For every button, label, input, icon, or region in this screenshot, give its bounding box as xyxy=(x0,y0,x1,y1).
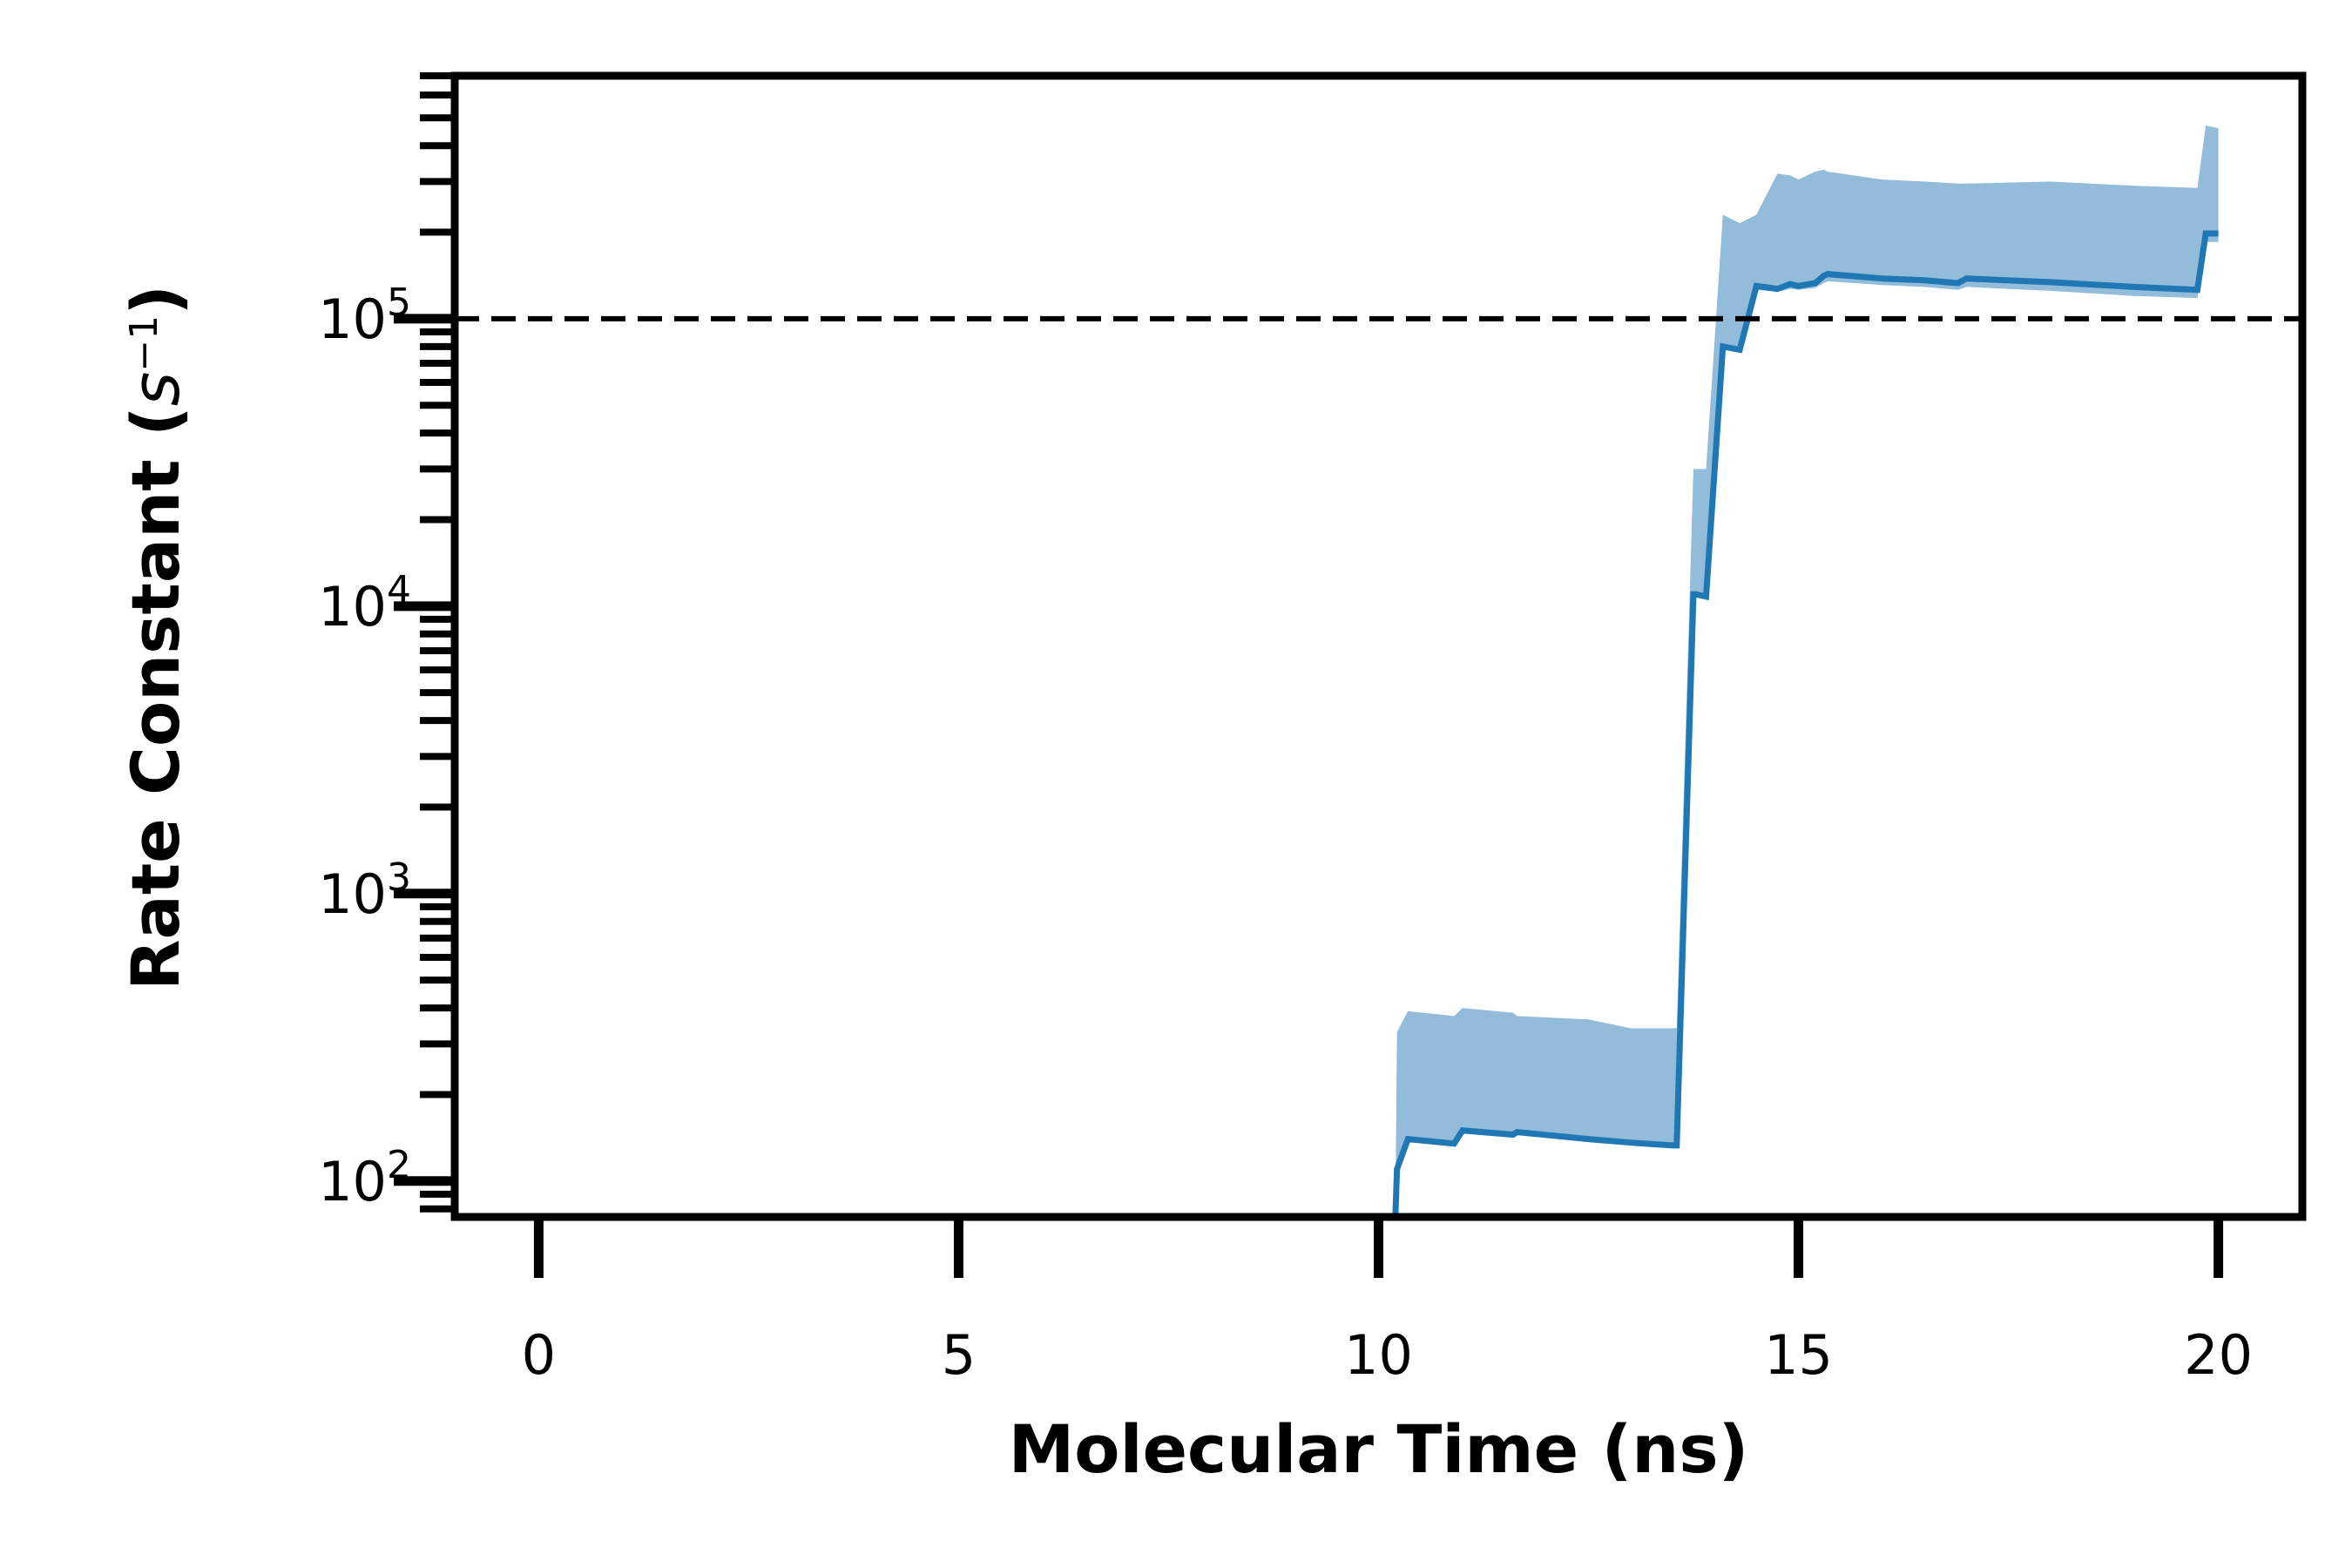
y-tick-label-3: 105 xyxy=(318,280,411,351)
x-axis-ticks: 0 5 10 15 20 xyxy=(522,1220,2253,1387)
y-axis-title-close: ) xyxy=(117,285,194,315)
x-tick-label-2: 10 xyxy=(1344,1323,1413,1387)
plot-frame xyxy=(450,71,2307,1221)
y-axis-title-unit: s xyxy=(117,372,194,407)
x-tick-label-1: 5 xyxy=(942,1323,976,1387)
confidence-band-layer xyxy=(1395,125,2219,1218)
y-tick-label-2: 104 xyxy=(318,568,411,639)
y-axis-title-unit-exponent: −1 xyxy=(122,315,166,372)
y-axis-title-main: Rate Constant ( xyxy=(117,406,194,990)
x-tick-label-3: 15 xyxy=(1764,1323,1833,1387)
confidence-band-0 xyxy=(1395,125,2219,1218)
x-tick-label-4: 20 xyxy=(2184,1323,2253,1387)
x-axis-title: Molecular Time (ns) xyxy=(1009,1410,1749,1488)
y-axis-title: Rate Constant (s−1) xyxy=(117,285,194,990)
x-tick-label-0: 0 xyxy=(522,1323,556,1387)
y-axis-ticks: 102 103 104 105 xyxy=(318,280,451,1213)
y-tick-label-0: 102 xyxy=(318,1143,411,1213)
y-tick-label-1: 103 xyxy=(318,855,411,926)
y-axis-minor-ticks xyxy=(420,72,451,1213)
